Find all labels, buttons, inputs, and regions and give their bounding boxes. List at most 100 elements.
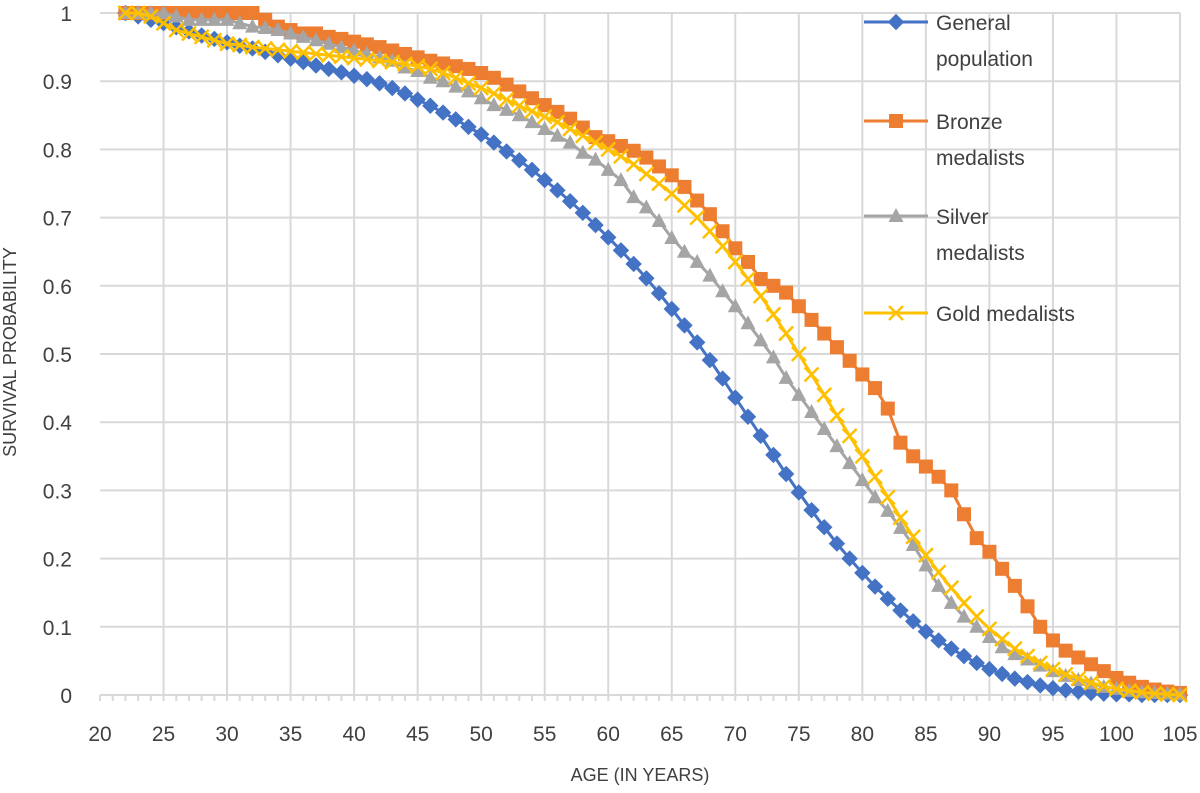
data-point-bronze-medalists xyxy=(893,435,908,450)
data-point-general-population xyxy=(600,229,617,246)
data-point-gold-medalists xyxy=(447,69,464,86)
data-point-silver-medalists xyxy=(588,151,604,166)
data-point-gold-medalists xyxy=(574,127,591,144)
y-tick-label: 0.8 xyxy=(43,139,72,162)
data-point-gold-medalists xyxy=(1083,674,1099,691)
data-point-bronze-medalists xyxy=(702,207,717,222)
data-point-silver-medalists xyxy=(270,22,286,37)
data-point-gold-medalists xyxy=(549,114,566,131)
data-point-silver-medalists xyxy=(956,608,972,623)
y-tick-label: 0.7 xyxy=(43,208,72,231)
data-point-gold-medalists xyxy=(956,595,972,611)
data-point-bronze-medalists xyxy=(1109,670,1124,685)
legend: General population Bronze medalists Silver me… xyxy=(864,12,1075,326)
data-point-bronze-medalists xyxy=(664,168,679,183)
data-point-general-population xyxy=(1070,683,1087,700)
data-point-general-population xyxy=(371,75,388,92)
data-point-general-population xyxy=(816,519,833,536)
data-point-bronze-medalists xyxy=(563,111,578,126)
data-point-general-population xyxy=(803,501,820,519)
legend-label: Silver medalists xyxy=(936,206,1025,265)
data-point-bronze-medalists xyxy=(626,143,641,158)
data-point-general-population xyxy=(625,255,642,273)
data-point-general-population xyxy=(828,535,846,552)
y-tick-label: 0 xyxy=(60,685,72,708)
data-point-gold-medalists xyxy=(485,85,502,102)
data-point-general-population xyxy=(460,118,477,136)
data-point-gold-medalists xyxy=(752,288,769,304)
series-layer xyxy=(117,4,1189,704)
data-point-general-population xyxy=(930,632,947,649)
data-point-bronze-medalists xyxy=(448,59,463,74)
legend-label: General population xyxy=(936,12,1033,71)
data-point-general-population xyxy=(549,182,566,199)
x-tick-label: 95 xyxy=(1041,723,1064,746)
data-point-gold-medalists xyxy=(841,427,858,444)
data-point-silver-medalists xyxy=(473,90,489,105)
data-point-general-population xyxy=(485,134,503,151)
data-point-bronze-medalists xyxy=(1071,650,1086,665)
x-tick-label: 105 xyxy=(1162,723,1197,746)
data-point-bronze-medalists xyxy=(957,507,971,522)
data-point-silver-medalists xyxy=(156,5,172,19)
data-point-gold-medalists xyxy=(435,65,451,81)
data-point-general-population xyxy=(638,270,655,287)
x-tick-label: 55 xyxy=(533,723,556,746)
data-point-gold-medalists xyxy=(930,564,947,581)
data-point-silver-medalists xyxy=(181,11,197,26)
data-point-bronze-medalists xyxy=(766,278,781,293)
data-point-general-population xyxy=(536,171,553,189)
data-point-gold-medalists xyxy=(511,97,528,114)
data-point-silver-medalists xyxy=(981,629,997,644)
data-point-silver-medalists xyxy=(308,32,324,47)
data-point-gold-medalists xyxy=(943,580,960,596)
data-point-bronze-medalists xyxy=(525,91,539,106)
data-point-gold-medalists xyxy=(1045,661,1061,677)
data-point-silver-medalists xyxy=(842,455,858,470)
data-point-gold-medalists xyxy=(524,103,540,120)
data-point-silver-medalists xyxy=(321,35,337,50)
data-point-general-population xyxy=(396,85,414,102)
data-point-bronze-medalists xyxy=(1096,664,1111,679)
data-point-bronze-medalists xyxy=(550,104,565,119)
data-point-silver-medalists xyxy=(740,315,756,330)
data-point-general-population xyxy=(511,152,528,169)
data-point-bronze-medalists xyxy=(918,459,933,474)
data-point-gold-medalists xyxy=(740,271,756,287)
data-point-silver-medalists xyxy=(715,283,731,298)
data-point-bronze-medalists xyxy=(334,31,349,46)
data-point-general-population xyxy=(727,389,744,406)
data-point-general-population xyxy=(663,300,680,318)
data-point-general-population xyxy=(917,623,935,640)
data-point-bronze-medalists xyxy=(258,12,273,27)
data-point-gold-medalists xyxy=(613,148,629,165)
data-point-bronze-medalists xyxy=(232,6,247,20)
y-tick-label: 0.6 xyxy=(43,276,72,299)
data-point-general-population xyxy=(892,602,909,619)
data-point-silver-medalists xyxy=(854,472,870,487)
data-point-bronze-medalists xyxy=(512,84,527,99)
data-point-general-population xyxy=(650,285,668,302)
data-point-general-population xyxy=(943,640,960,657)
data-point-gold-medalists xyxy=(854,448,871,465)
data-point-general-population xyxy=(981,660,998,678)
data-point-silver-medalists xyxy=(1007,646,1023,661)
data-point-general-population xyxy=(358,70,376,88)
x-tick-label: 70 xyxy=(724,723,747,746)
data-point-general-population xyxy=(1006,670,1024,687)
data-point-gold-medalists xyxy=(155,15,172,32)
x-tick-label: 65 xyxy=(660,723,683,746)
legend-label: Bronze medalists xyxy=(936,111,1025,170)
axes: 0 0.1 0.2 0.3 0.4 0.5 0.6 0.7 0.8 0.9 1 20 25 30 35 40 4… xyxy=(43,3,1198,746)
data-point-silver-medalists xyxy=(524,114,540,129)
data-point-bronze-medalists xyxy=(474,66,489,81)
data-point-gold-medalists xyxy=(371,52,388,69)
y-tick-label: 0.1 xyxy=(43,617,72,640)
data-point-gold-medalists xyxy=(536,108,553,125)
x-tick-label: 90 xyxy=(978,723,1001,746)
data-point-gold-medalists xyxy=(219,35,235,52)
data-point-silver-medalists xyxy=(511,107,527,122)
legend-item-silver-medalists: Silver medalists xyxy=(864,206,1025,265)
data-point-silver-medalists xyxy=(537,120,553,135)
data-point-silver-medalists xyxy=(816,421,832,436)
